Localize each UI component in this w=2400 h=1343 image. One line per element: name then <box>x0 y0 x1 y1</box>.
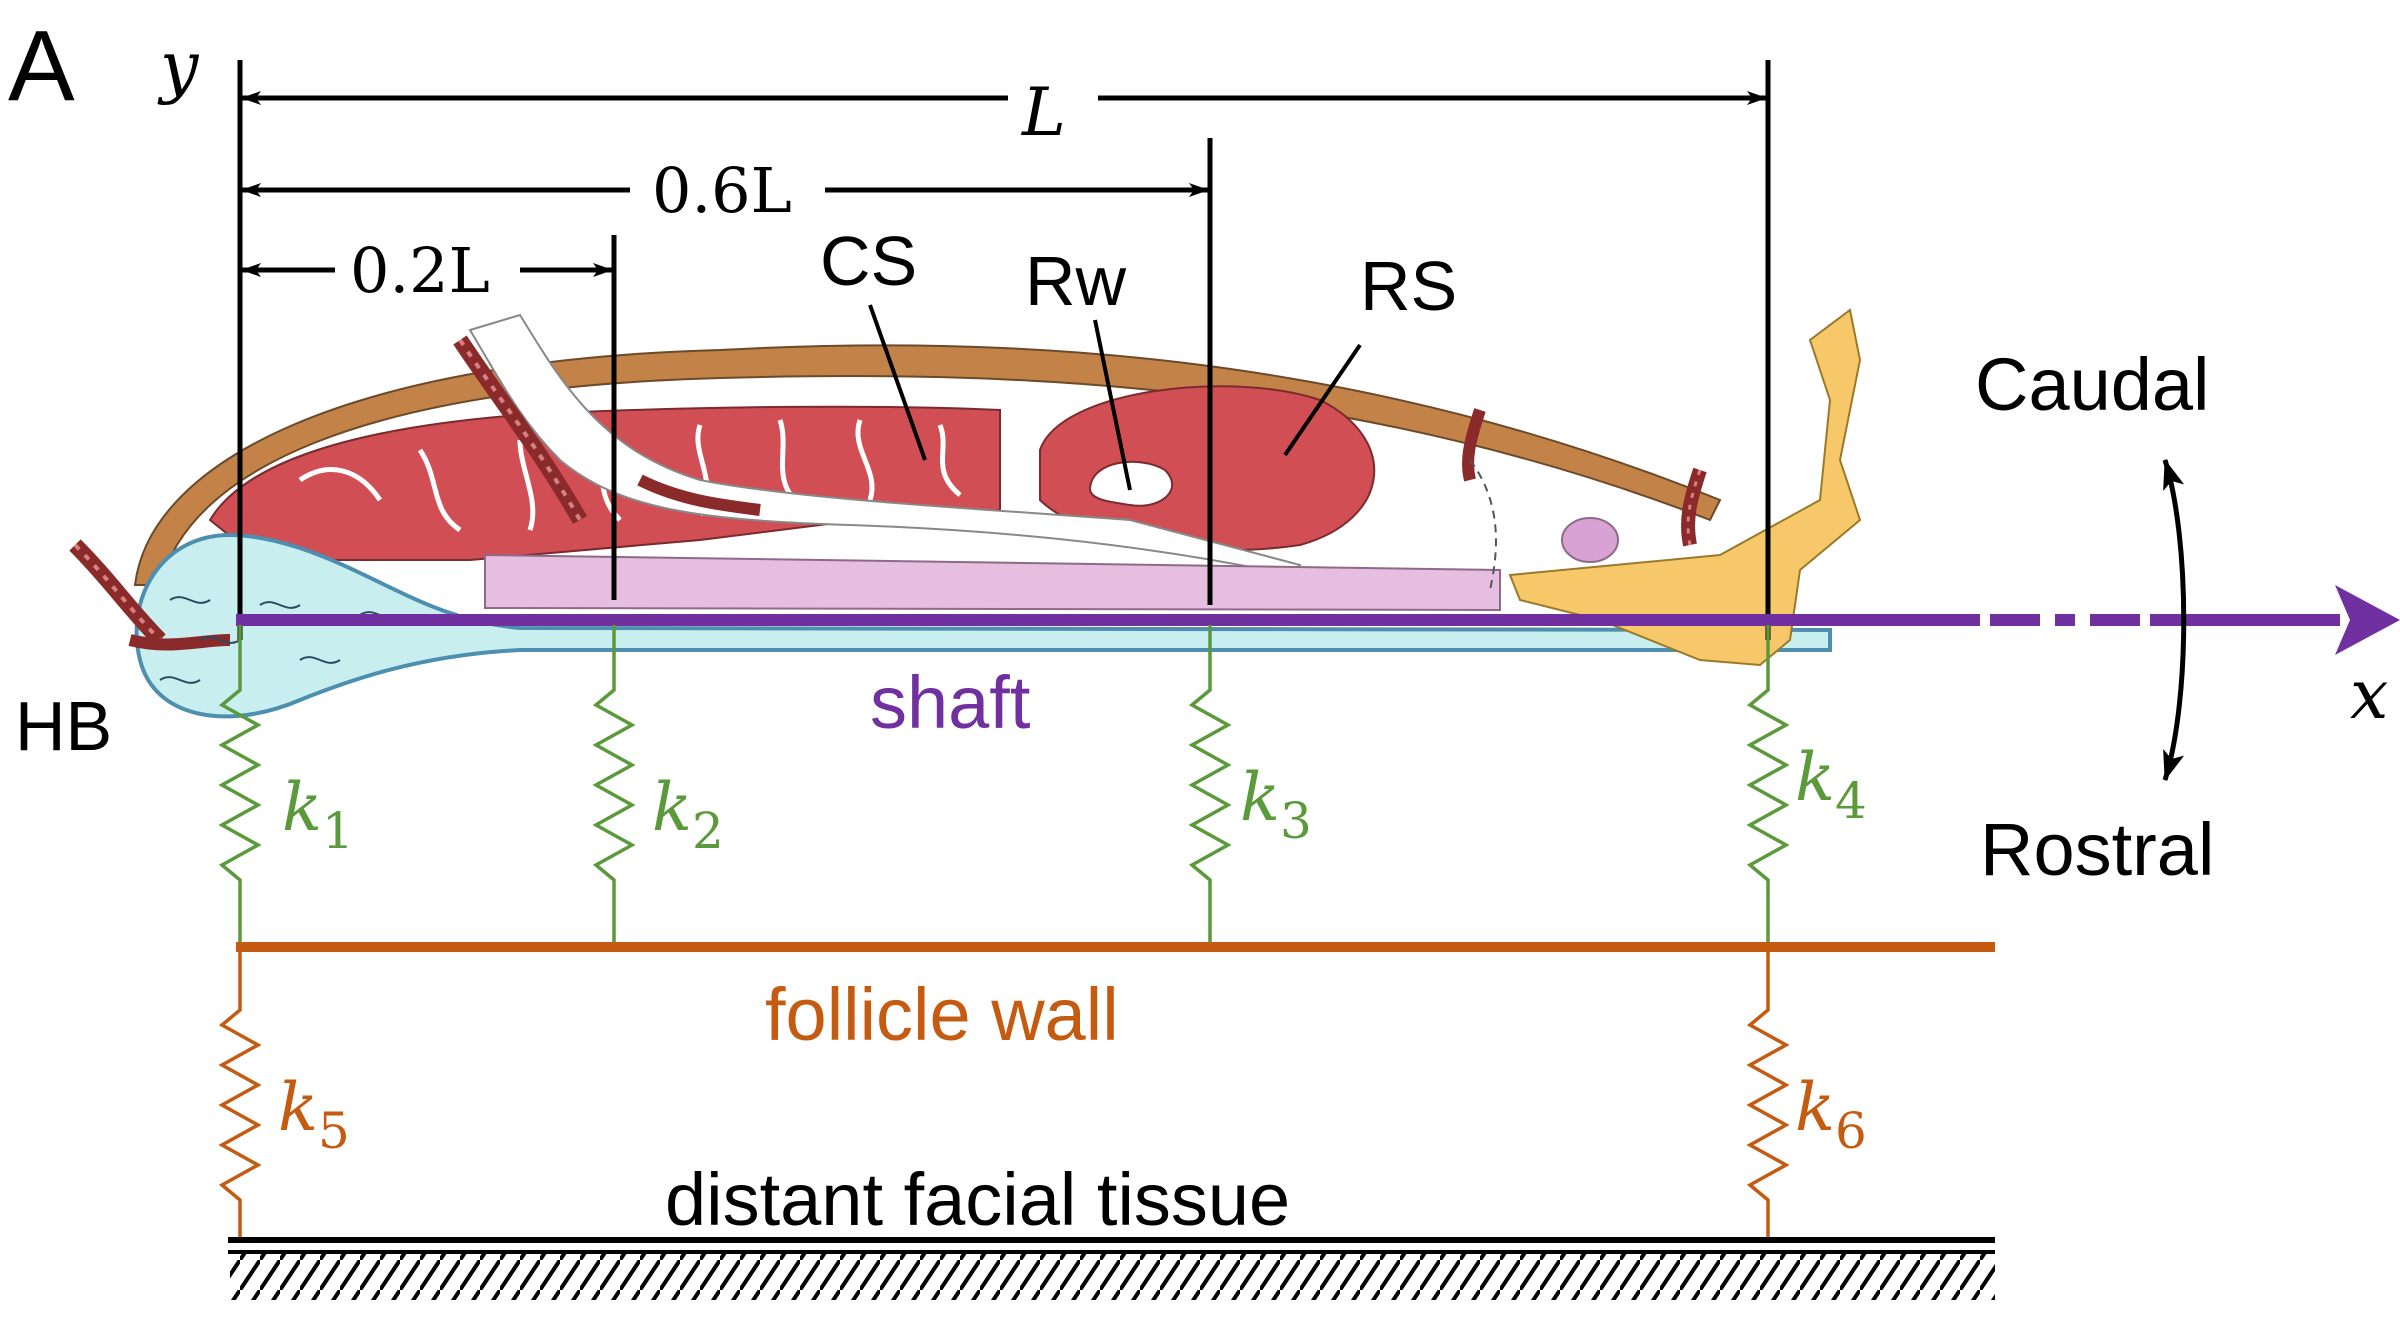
k3-label: k3 <box>1240 759 1312 850</box>
follicle-illustration <box>69 308 1862 719</box>
k1-label: k1 <box>282 769 354 860</box>
ground-label: distant facial tissue <box>665 1158 1290 1241</box>
rotation-arrow <box>2162 459 2187 781</box>
k6-label: k6 <box>1795 1069 1867 1160</box>
hb-label: HB <box>15 687 112 765</box>
spring-k1 <box>218 625 262 942</box>
rs-label: RS <box>1360 247 1457 325</box>
sebaceous-gland <box>1561 517 1619 563</box>
dashed-boundary <box>1469 459 1497 591</box>
caudal-label: Caudal <box>1975 343 2210 426</box>
ground <box>228 1237 1995 1300</box>
shaft-axis <box>236 585 2400 655</box>
k5-label: k5 <box>278 1069 350 1160</box>
dim-0.6L-label: 0.6L <box>652 154 792 227</box>
outer-springs <box>218 952 1790 1240</box>
spring-k3 <box>1188 625 1232 942</box>
rostral-label: Rostral <box>1980 808 2214 891</box>
spring-k4 <box>1746 625 1790 942</box>
ringwulst <box>1088 460 1173 507</box>
dimension-lines <box>237 60 1771 640</box>
panel-letter: A <box>8 10 75 122</box>
follicle-wall-label: follicle wall <box>765 973 1119 1056</box>
dim-L-label: L <box>1021 74 1066 151</box>
rostral-plate <box>1508 308 1862 667</box>
inner-root-sheath <box>484 553 1501 612</box>
cs-label: CS <box>820 222 917 300</box>
y-axis-label: y <box>157 28 200 107</box>
spring-k5 <box>218 952 262 1240</box>
shaft-label: shaft <box>870 661 1031 744</box>
dim-0.2L-label: 0.2L <box>350 234 490 307</box>
inner-springs <box>218 625 1790 942</box>
leader-lines <box>868 304 1362 491</box>
x-axis-label: x <box>2350 656 2388 735</box>
spring-k6 <box>1746 952 1790 1240</box>
deep-vibrissal-nerve <box>468 313 1302 577</box>
shaft-arrowhead <box>2335 585 2400 655</box>
k4-label: k4 <box>1795 739 1867 830</box>
rw-label: Rw <box>1025 242 1127 320</box>
spring-k2 <box>592 625 636 942</box>
k2-label: k2 <box>652 769 724 860</box>
